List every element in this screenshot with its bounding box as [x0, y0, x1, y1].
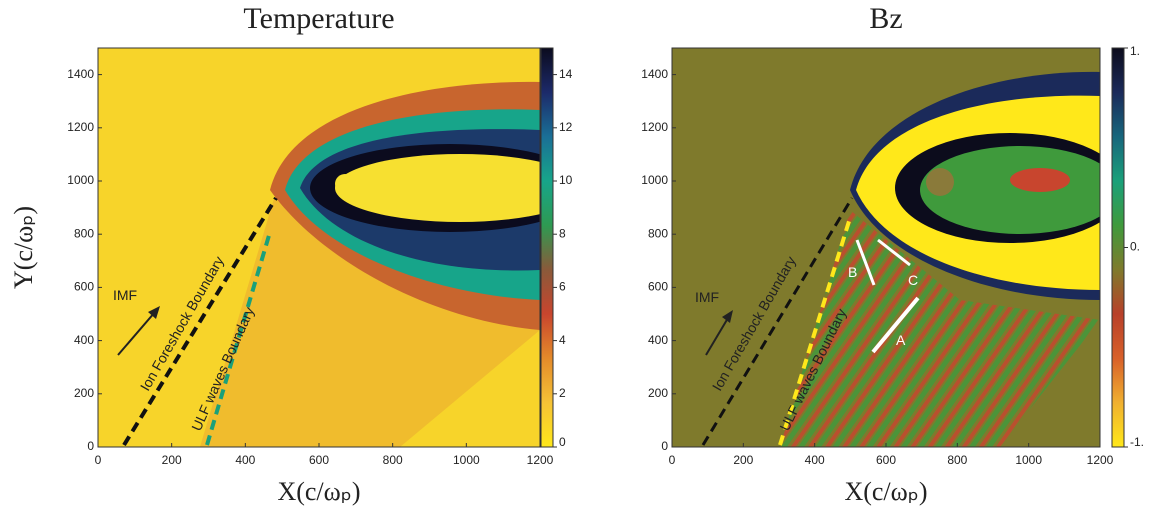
- segment-c: [877, 238, 911, 267]
- colorbar-tick-label: 1.: [1130, 44, 1140, 58]
- foreshock-boundary: [122, 196, 278, 447]
- ulf-boundary: [205, 231, 272, 446]
- y-tick-label: 400: [74, 333, 94, 347]
- colorbar-tick-label: 0.: [1130, 240, 1140, 254]
- temperature-field: [98, 48, 540, 447]
- y-tick-label: 600: [74, 280, 94, 294]
- annotation: IMF: [113, 287, 137, 303]
- segment-b: [855, 239, 876, 286]
- colorbar: [1111, 47, 1125, 448]
- x-tick-label: 1200: [1087, 453, 1114, 467]
- x-axis-label: X(c/ωₚ): [277, 477, 360, 506]
- x-tick-label: 200: [733, 453, 753, 467]
- chart-title: Bz: [869, 2, 902, 35]
- x-tick-label: 800: [383, 453, 403, 467]
- x-tick-label: 600: [309, 453, 329, 467]
- annotation: IMF: [695, 289, 719, 305]
- y-tick-label: 600: [648, 280, 668, 294]
- foreshock-boundary: [701, 197, 854, 446]
- y-tick-label: 200: [648, 386, 668, 400]
- x-tick-label: 400: [805, 453, 825, 467]
- annotation: C: [908, 272, 918, 288]
- x-tick-label: 800: [947, 453, 967, 467]
- x-tick-label: 400: [235, 453, 255, 467]
- x-tick-label: 1000: [1015, 453, 1042, 467]
- annotation: B: [848, 264, 857, 280]
- y-tick-label: 200: [74, 386, 94, 400]
- segment-a: [871, 296, 920, 354]
- imf-arrowhead: [148, 306, 160, 319]
- x-tick-label: 1200: [527, 453, 554, 467]
- ulf-boundary: [778, 217, 852, 446]
- imf-arrowhead: [722, 310, 733, 323]
- y-tick-label: 800: [648, 226, 668, 240]
- imf-arrow: [705, 317, 729, 356]
- x-tick-label: 1000: [453, 453, 480, 467]
- colorbar-tick-label: 14: [559, 67, 573, 81]
- y-tick-label: 1400: [67, 67, 94, 81]
- y-tick-label: 1000: [67, 173, 94, 187]
- colorbar-tick-label: 8: [559, 226, 566, 240]
- chart-title: Temperature: [243, 2, 394, 35]
- colorbar-tick-label: 2: [559, 386, 566, 400]
- y-tick-label: 800: [74, 226, 94, 240]
- colorbar-tick-label: 4: [559, 333, 566, 347]
- colorbar-tick-label: -1.: [1130, 435, 1144, 449]
- x-tick-label: 0: [95, 453, 102, 467]
- colorbar-tick-label: 6: [559, 280, 566, 294]
- y-tick-label: 0: [661, 439, 668, 453]
- x-tick-label: 200: [162, 453, 182, 467]
- bz-field: [672, 48, 1100, 447]
- x-tick-label: 600: [876, 453, 896, 467]
- y-tick-label: 1000: [641, 173, 668, 187]
- y-tick-label: 1200: [67, 120, 94, 134]
- colorbar-tick-label: 12: [559, 120, 573, 134]
- y-axis-label: Y(c/ωₚ): [9, 206, 38, 289]
- colorbar-tick-label: 10: [559, 173, 573, 187]
- x-tick-label: 0: [669, 453, 676, 467]
- y-tick-label: 1200: [641, 120, 668, 134]
- x-axis-label: X(c/ωₚ): [844, 477, 927, 506]
- colorbar-tick-label: 0: [559, 435, 566, 449]
- imf-arrow: [117, 311, 156, 356]
- annotation: A: [896, 332, 906, 348]
- y-tick-label: 400: [648, 333, 668, 347]
- y-tick-label: 0: [87, 439, 94, 453]
- colorbar: [540, 47, 554, 448]
- y-tick-label: 1400: [641, 67, 668, 81]
